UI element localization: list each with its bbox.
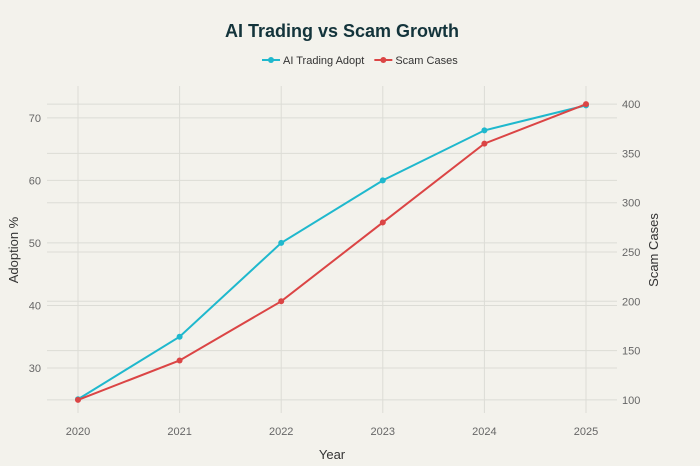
legend[interactable]: AI Trading Adopt Scam Cases [262,55,458,67]
data-point[interactable] [481,127,488,134]
legend-marker [380,57,387,63]
y-tick-label: 70 [29,113,41,125]
data-point[interactable] [176,357,183,364]
chart-title: AI Trading vs Scam Growth [225,21,459,41]
data-point[interactable] [278,298,285,305]
y-tick-label: 30 [29,363,41,375]
axes: 2020 2021 2022 2023 2024 2025 30 40 50 60 70 100 150… [29,99,641,438]
legend-marker [268,57,274,63]
y-tick-label: 50 [29,238,41,250]
legend-item-1[interactable]: Scam Cases [374,55,458,67]
y2-tick-label: 300 [622,198,640,210]
x-tick-label: 2025 [574,426,598,438]
data-point[interactable] [75,396,81,403]
y-axis-label: Adoption % [6,216,21,283]
series [75,101,589,403]
y2-axis-label: Scam Cases [646,213,661,287]
gridlines [47,86,617,413]
data-point[interactable] [379,219,386,226]
data-point[interactable] [379,177,386,184]
y2-tick-label: 400 [622,99,640,111]
data-point[interactable] [278,239,285,246]
y2-tick-label: 200 [622,296,640,308]
series-line-0 [77,104,587,401]
data-point[interactable] [583,101,589,108]
x-tick-label: 2021 [167,426,191,438]
x-tick-label: 2024 [472,426,496,438]
x-tick-label: 2023 [371,426,395,438]
legend-item-0[interactable]: AI Trading Adopt [262,55,364,67]
legend-label: AI Trading Adopt [283,55,364,67]
x-tick-label: 2022 [269,426,293,438]
y-tick-label: 60 [29,175,41,187]
series-line-1 [77,103,587,401]
y2-tick-label: 350 [622,148,640,160]
x-tick-label: 2020 [66,426,90,438]
y2-tick-label: 150 [622,346,640,358]
y-tick-label: 40 [29,300,41,312]
y2-tick-label: 250 [622,247,640,259]
legend-label: Scam Cases [395,55,458,67]
data-point[interactable] [176,333,183,340]
x-axis-label: Year [319,447,346,462]
data-point[interactable] [481,140,488,147]
y2-tick-label: 100 [622,395,640,407]
